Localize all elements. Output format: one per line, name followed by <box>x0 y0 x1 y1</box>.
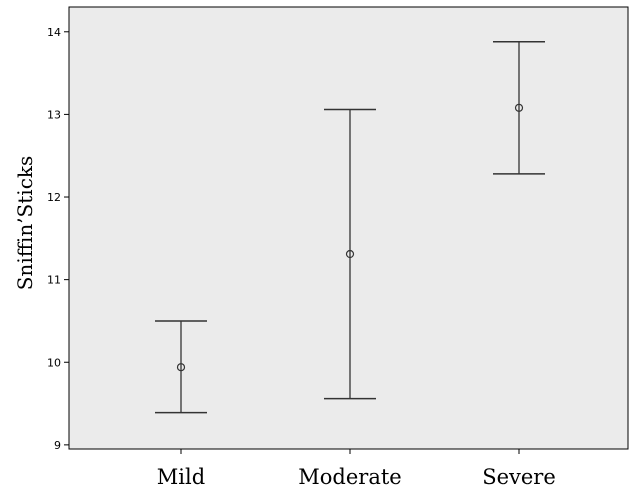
y-axis-title: Sniffin’Sticks <box>13 156 37 291</box>
y-tick-label: 11 <box>47 274 61 287</box>
x-category-label: Mild <box>157 465 205 489</box>
y-axis: 9 10 11 12 13 14 <box>47 26 69 452</box>
x-axis: Mild Moderate Severe <box>157 449 556 489</box>
x-category-label: Severe <box>482 465 556 489</box>
y-tick-label: 12 <box>47 191 61 204</box>
x-category-label: Moderate <box>298 465 401 489</box>
y-tick-label: 9 <box>54 439 61 452</box>
error-bar <box>493 40 545 175</box>
mean-marker <box>345 249 355 259</box>
error-bar <box>155 320 207 414</box>
y-tick-label: 13 <box>47 108 61 121</box>
error-bars <box>155 40 545 414</box>
mean-marker <box>176 363 186 372</box>
y-tick-label: 14 <box>47 26 61 39</box>
plot-area <box>68 6 629 450</box>
y-tick-label: 10 <box>47 356 61 369</box>
error-bar <box>324 108 376 400</box>
mean-marker <box>514 103 524 112</box>
